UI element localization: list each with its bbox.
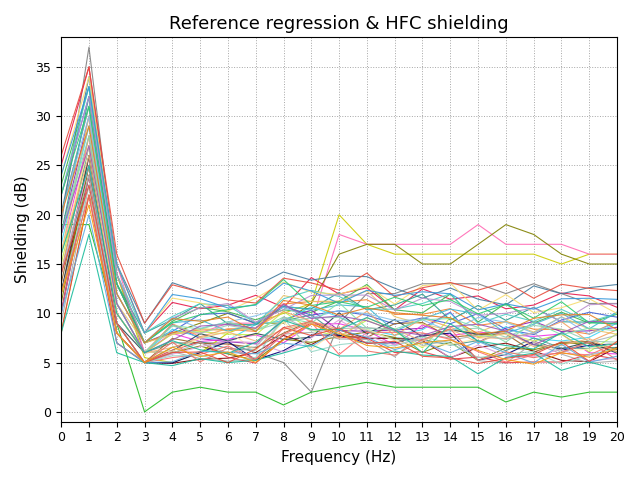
X-axis label: Frequency (Hz): Frequency (Hz) — [282, 450, 397, 465]
Title: Reference regression & HFC shielding: Reference regression & HFC shielding — [170, 15, 509, 33]
Y-axis label: Shielding (dB): Shielding (dB) — [15, 176, 30, 283]
